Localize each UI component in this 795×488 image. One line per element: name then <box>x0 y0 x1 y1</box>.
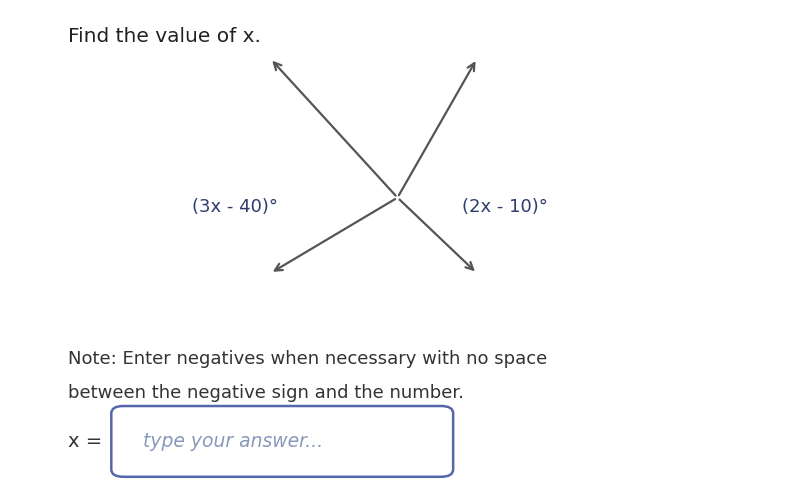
Text: x =: x = <box>68 432 102 451</box>
Text: (3x - 40)°: (3x - 40)° <box>192 199 277 216</box>
FancyBboxPatch shape <box>111 406 453 477</box>
Text: type your answer...: type your answer... <box>143 432 324 451</box>
Text: (2x - 10)°: (2x - 10)° <box>462 199 548 216</box>
Text: between the negative sign and the number.: between the negative sign and the number… <box>68 384 463 402</box>
Text: Note: Enter negatives when necessary with no space: Note: Enter negatives when necessary wit… <box>68 350 547 367</box>
Text: Find the value of x.: Find the value of x. <box>68 27 261 46</box>
